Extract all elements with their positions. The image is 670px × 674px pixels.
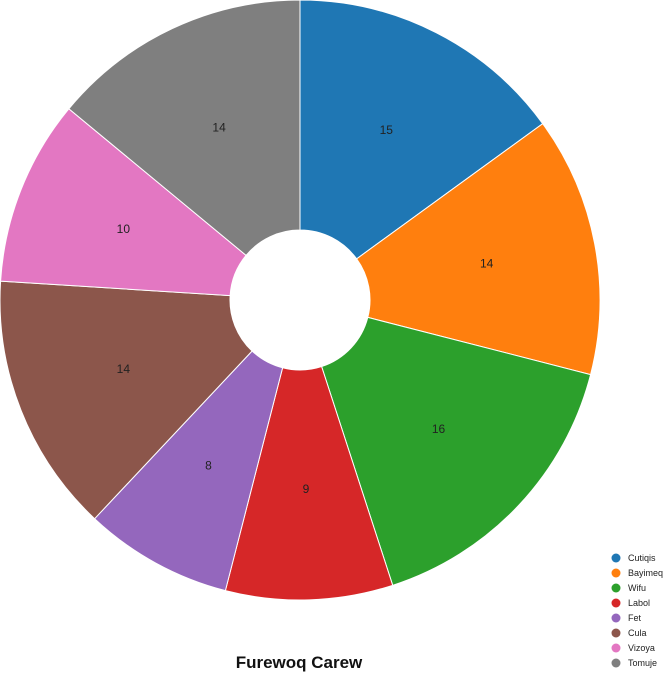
slice-label-cutiqis: 15: [380, 123, 394, 137]
slice-label-fet: 8: [205, 459, 212, 473]
slice-label-tomuje: 14: [212, 120, 226, 134]
legend-swatch-cutiqis: [611, 553, 621, 563]
slice-label-cula: 14: [117, 362, 131, 376]
legend-label-wifu: Wifu: [628, 583, 646, 593]
chart-title: Furewoq Carew: [236, 653, 363, 672]
legend-label-tomuje: Tomuje: [628, 658, 657, 668]
legend-swatch-vizoya: [611, 643, 621, 653]
legend-label-bayimeq: Bayimeq: [628, 568, 663, 578]
slice-cula: [0, 280, 253, 520]
slice-wifu: [321, 316, 592, 586]
legend: Cutiqis Bayimeq Wifu Labol Fet Cula Vizoya Tomu…: [611, 553, 663, 668]
slice-label-bayimeq: 14: [480, 257, 494, 271]
slices-group: [0, 0, 601, 601]
slice-tomuje: [68, 0, 301, 257]
legend-swatch-fet: [611, 613, 621, 623]
slice-fet: [93, 350, 284, 592]
legend-label-labol: Labol: [628, 598, 650, 608]
slice-label-vizoya: 10: [117, 222, 131, 236]
legend-label-cutiqis: Cutiqis: [628, 553, 656, 563]
legend-swatch-bayimeq: [611, 568, 621, 578]
slice-label-wifu: 16: [432, 422, 446, 436]
slice-labol: [224, 365, 394, 601]
legend-swatch-labol: [611, 598, 621, 608]
legend-swatch-wifu: [611, 583, 621, 593]
legend-label-vizoya: Vizoya: [628, 643, 655, 653]
legend-swatch-cula: [611, 628, 621, 638]
legend-label-cula: Cula: [628, 628, 647, 638]
slice-vizoya: [0, 108, 247, 297]
legend-swatch-tomuje: [611, 658, 621, 668]
slice-bayimeq: [355, 122, 601, 376]
slice-label-labol: 9: [303, 482, 310, 496]
slice-labels-group: 15 14 16 9 8 14 10 14: [117, 120, 494, 496]
legend-label-fet: Fet: [628, 613, 642, 623]
slice-cutiqis: [299, 0, 544, 260]
